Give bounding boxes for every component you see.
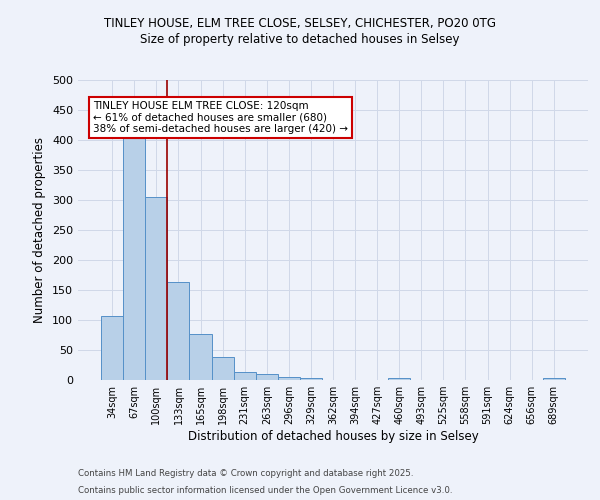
Bar [101,316,123,380]
Bar [167,282,190,380]
Bar [300,378,322,380]
Bar [212,357,233,380]
Text: Contains public sector information licensed under the Open Government Licence v3: Contains public sector information licen… [78,486,452,495]
Bar [388,378,410,380]
Bar [543,378,565,380]
Text: TINLEY HOUSE, ELM TREE CLOSE, SELSEY, CHICHESTER, PO20 0TG: TINLEY HOUSE, ELM TREE CLOSE, SELSEY, CH… [104,18,496,30]
X-axis label: Distribution of detached houses by size in Selsey: Distribution of detached houses by size … [188,430,478,443]
Bar [145,197,167,380]
Bar [190,334,212,380]
Bar [256,374,278,380]
Bar [123,138,145,380]
Bar [233,372,256,380]
Bar [278,377,300,380]
Text: TINLEY HOUSE ELM TREE CLOSE: 120sqm
← 61% of detached houses are smaller (680)
3: TINLEY HOUSE ELM TREE CLOSE: 120sqm ← 61… [94,101,348,134]
Text: Contains HM Land Registry data © Crown copyright and database right 2025.: Contains HM Land Registry data © Crown c… [78,468,413,477]
Text: Size of property relative to detached houses in Selsey: Size of property relative to detached ho… [140,32,460,46]
Y-axis label: Number of detached properties: Number of detached properties [34,137,46,323]
